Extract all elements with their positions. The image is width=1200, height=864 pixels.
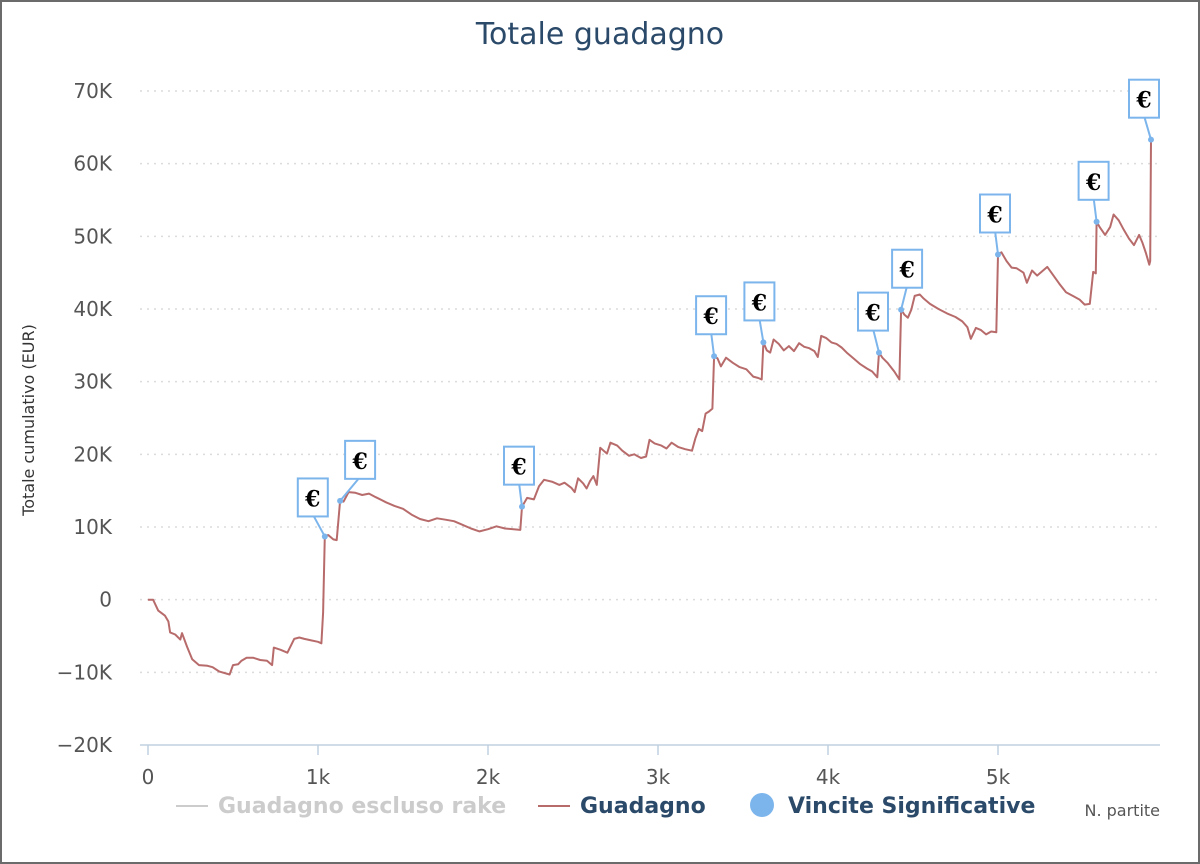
gridlines [140,90,1160,674]
flag-label: € [751,290,767,316]
flag-connector [900,285,909,310]
x-tick-label: 2k [476,765,501,789]
significant-win-point[interactable] [711,353,718,360]
flag-connector [1143,115,1152,140]
legend-label: Vincite Significative [788,794,1035,819]
y-tick-label: 0 [99,588,112,612]
y-tick-label: 30K [73,370,112,394]
flag-connector [710,332,716,357]
x-axis-label: N. partite [1084,801,1160,820]
significant-win-point[interactable] [1148,136,1154,143]
x-tick-label: 0 [142,765,155,789]
legend-circle-symbol [750,793,774,817]
significant-win-point[interactable] [337,497,344,504]
plot-area [148,139,1152,676]
flag-box [857,291,889,332]
flag-connector [1092,197,1098,222]
y-tick-label: 50K [73,224,112,248]
flag-label: € [864,301,880,327]
flag-connector [518,482,523,507]
flag-label: € [702,304,718,330]
y-tick-label: 40K [73,297,112,321]
legend-item-vincite-significative[interactable]: Vincite Significative [750,793,1035,819]
significant-wins-flags: € € € € € € € € € € [296,78,1160,540]
flag-box [891,248,924,289]
flag-connector [311,513,326,537]
flag-box [695,295,728,336]
flag-connector [758,318,765,343]
y-tick-label: −10K [57,660,113,684]
flag-box [1128,78,1160,119]
flag-label: € [986,203,1002,229]
y-tick-label: 10K [73,515,112,539]
flag-label: € [898,258,914,284]
flag-box [503,445,535,486]
legend: Guadagno escluso rake Guadagno Vincite Sig… [176,793,1035,819]
flag-box [743,281,776,322]
flag-label: € [1085,170,1101,196]
flag-connector [994,230,999,255]
flag-box [979,193,1011,234]
flag-box [296,477,329,518]
flag-box [1077,160,1110,201]
flag-connector [339,476,361,502]
y-axis-ticks: 70K 60K 50K 40K 30K 20K 10K 0 −10K −20K [57,79,113,757]
chart-title: Totale guadagno [475,17,724,52]
x-tick-label: 4k [816,765,841,789]
significant-win-point[interactable] [519,503,525,510]
significant-win-point[interactable] [898,306,905,313]
x-tick-label: 1k [306,765,331,789]
x-tick-label: 5k [986,765,1011,789]
y-axis-label: Totale cumulativo (EUR) [19,324,38,517]
flag-label: € [510,455,526,481]
flag-label: € [1135,88,1151,114]
legend-item-guadagno-escluso-rake[interactable]: Guadagno escluso rake [176,794,506,819]
flag-label: € [351,449,367,475]
significant-win-point[interactable] [876,349,882,356]
significant-win-point[interactable] [1093,218,1100,225]
legend-label: Guadagno escluso rake [218,794,506,819]
y-tick-label: −20K [57,733,113,757]
y-tick-label: 20K [73,442,112,466]
legend-label: Guadagno [580,794,706,819]
x-axis-ticks: 0 1k 2k 3k 4k 5k [142,745,1011,789]
flag-label: € [304,486,320,512]
y-tick-label: 60K [73,152,112,176]
significant-win-point[interactable] [995,251,1001,258]
significant-win-point[interactable] [321,533,328,540]
y-tick-label: 70K [73,79,112,103]
x-tick-label: 3k [646,765,671,789]
flag-box [344,439,377,480]
significant-win-point[interactable] [760,339,767,346]
series-line-guadagno [148,139,1152,676]
flag-connector [872,328,880,353]
legend-item-guadagno[interactable]: Guadagno [538,794,706,819]
